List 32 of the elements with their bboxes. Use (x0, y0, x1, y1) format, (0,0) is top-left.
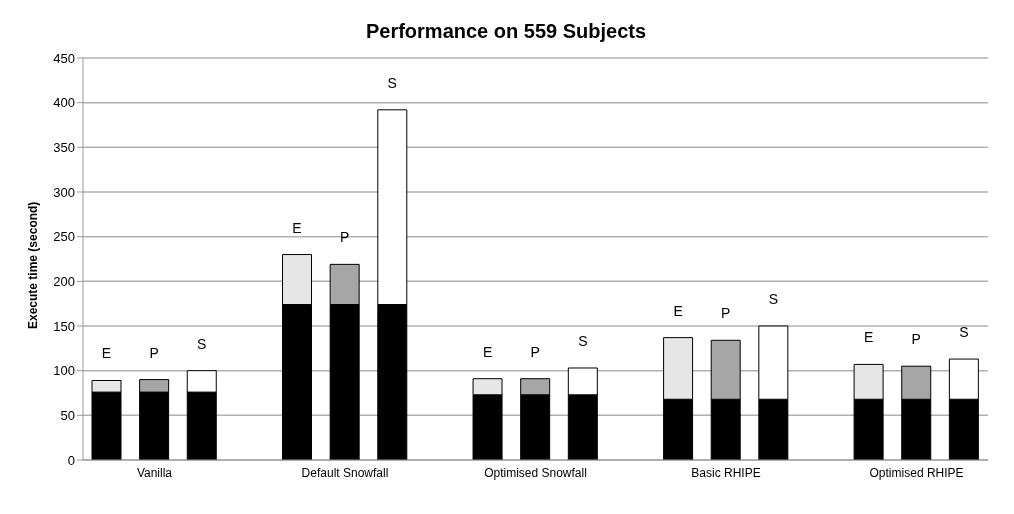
y-tick-label: 400 (53, 95, 75, 111)
x-tick-label: Optimised RHIPE (869, 465, 964, 480)
x-tick-label: Default Snowfall (301, 465, 389, 480)
text: S (959, 324, 969, 341)
y-tick-label: 0 (67, 452, 75, 468)
series-label: P (149, 344, 159, 361)
text: E (673, 302, 683, 319)
y-tick-label: 200 (53, 273, 75, 289)
y-tick-label: 50 (60, 407, 75, 423)
text: E (292, 219, 302, 236)
y-tick-label: 250 (53, 229, 75, 245)
x-tick-label: Vanilla (136, 465, 173, 480)
text: E (863, 329, 874, 346)
series-label: E (101, 345, 112, 362)
x-tick-label: Basic RHIPE (691, 465, 761, 480)
y-tick-label: 350 (53, 139, 75, 155)
text: S (387, 74, 397, 91)
y-tick-label: 150 (53, 318, 75, 334)
y-tick-label: 100 (53, 363, 75, 379)
y-tick-label: 300 (53, 184, 75, 200)
text: P (530, 343, 540, 360)
text: S (578, 332, 588, 349)
y-axis-title: Execute time (second) (26, 201, 41, 329)
y-tick-label: 450 (53, 50, 75, 66)
text: E (482, 343, 493, 360)
text: P (911, 331, 921, 348)
text: S (768, 291, 779, 307)
series-label: S (197, 335, 207, 352)
x-tick-label: Optimised Snowfall (484, 465, 587, 480)
text: P (339, 229, 350, 246)
chart-title: Performance on 559 Subjects (364, 19, 648, 44)
text: P (721, 305, 731, 322)
